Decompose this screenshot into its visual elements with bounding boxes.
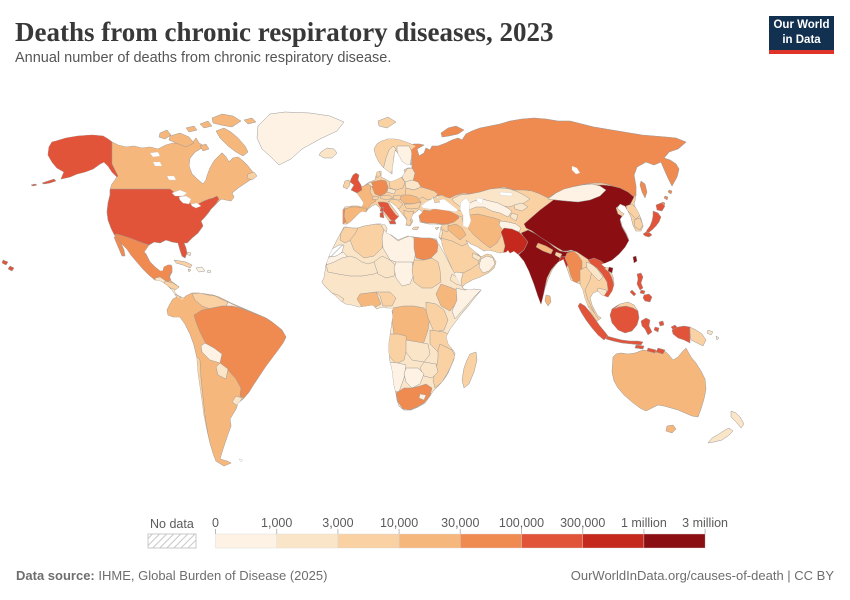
svg-text:0: 0 [212,516,219,530]
svg-text:3,000: 3,000 [322,516,353,530]
svg-text:No data: No data [150,517,194,531]
svg-text:300,000: 300,000 [560,516,605,530]
svg-text:1 million: 1 million [621,516,667,530]
svg-text:10,000: 10,000 [380,516,418,530]
svg-text:1,000: 1,000 [261,516,292,530]
svg-text:3 million: 3 million [682,516,728,530]
svg-text:30,000: 30,000 [441,516,479,530]
svg-text:100,000: 100,000 [499,516,544,530]
